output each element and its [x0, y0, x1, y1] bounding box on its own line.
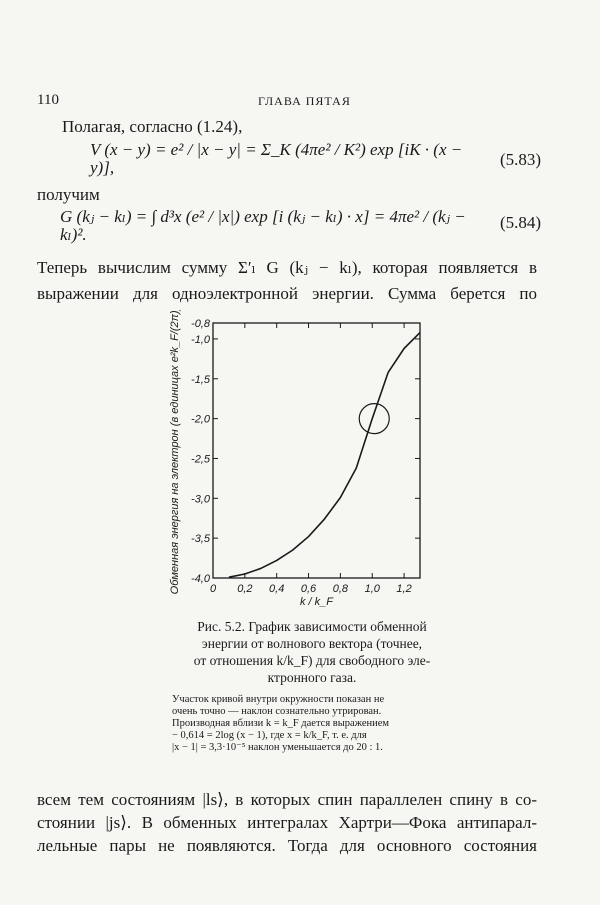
caption-line: от отношения k/k_F) для свободного эле-: [193, 653, 431, 668]
y-tick-label: -1,0: [191, 334, 211, 346]
figure-note: Участок кривой внутри окружности показан…: [172, 694, 452, 754]
y-tick-label: -3,5: [191, 533, 211, 545]
note-line: Производная вблизи k = k_F дается выраже…: [172, 718, 390, 729]
x-axis-label: k / k_F: [300, 596, 334, 608]
paragraph-line: Теперь вычислим сумму Σ′ₗ G (kⱼ − kₗ), к…: [37, 258, 537, 277]
x-tick-label: 1,0: [365, 583, 381, 595]
x-tick-label: 0: [210, 583, 217, 595]
caption-line: ктронного газа.: [267, 670, 357, 685]
paragraph-line: Полагая, согласно (1.24),: [62, 117, 243, 136]
page-number: 110: [37, 92, 59, 108]
y-tick-label: -0,8: [191, 318, 211, 330]
y-axis-label: Обменная энергия на электрон (в единицах…: [169, 310, 181, 594]
paragraph-line: всем тем состояниям |ls⟩, в которых спин…: [37, 790, 537, 809]
paragraph-line: лельные пары не появляются. Тогда для ос…: [37, 836, 537, 855]
exchange-energy-curve: [228, 331, 421, 578]
figure-caption: Рис. 5.2. График зависимости обменной эн…: [172, 618, 452, 686]
note-line: очень точно — наклон сознательно утриров…: [172, 706, 382, 717]
note-line: |x − 1| = 3,3·10⁻⁵ наклон уменьшается до…: [172, 742, 383, 753]
y-tick-label: -2,5: [191, 453, 211, 465]
x-tick-label: 0,4: [269, 583, 284, 595]
plot-frame: [212, 322, 421, 579]
caption-line: энергии от волнового вектора (точнее,: [201, 636, 423, 651]
x-tick-label: 1,2: [396, 583, 411, 595]
y-tick-label: -2,0: [191, 414, 211, 426]
y-tick-label: -4,0: [191, 573, 211, 585]
paragraph-line: выражении для одноэлектронной энергии. С…: [37, 284, 537, 303]
running-title: ГЛАВА ПЯТАЯ: [258, 94, 351, 108]
equation-label: (5.83): [500, 150, 542, 169]
equation-label: (5.84): [500, 213, 542, 232]
y-tick-label: -3,0: [191, 493, 211, 505]
paragraph-line: стоянии |js⟩. В обменных интегралах Харт…: [37, 813, 537, 832]
equation-5-83: V (x − y) = e² / |x − y| = Σ_K (4πe² / K…: [90, 140, 463, 177]
note-line: − 0,614 = 2log (x − 1), где x = k/k_F, т…: [172, 730, 367, 741]
x-tick-label: 0,2: [237, 583, 252, 595]
x-tick-label: 0,8: [333, 583, 349, 595]
note-line: Участок кривой внутри окружности показан…: [172, 694, 385, 705]
x-tick-label: 0,6: [301, 583, 317, 595]
exchange-energy-chart: 0 0,2 0,4 0,6 0,8 1,0 1,2 -0,8 -1,0 -1,5 -2,0 -2,5 -…: [169, 310, 421, 608]
y-tick-label: -1,5: [191, 374, 211, 386]
paragraph-line: получим: [37, 185, 100, 204]
caption-line: Рис. 5.2. График зависимости обменной: [197, 619, 427, 634]
annotation-circle: [358, 403, 390, 435]
equation-5-84: G (kⱼ − kₗ) = ∫ d³x (e² / |x|) exp [i (k…: [60, 207, 466, 244]
